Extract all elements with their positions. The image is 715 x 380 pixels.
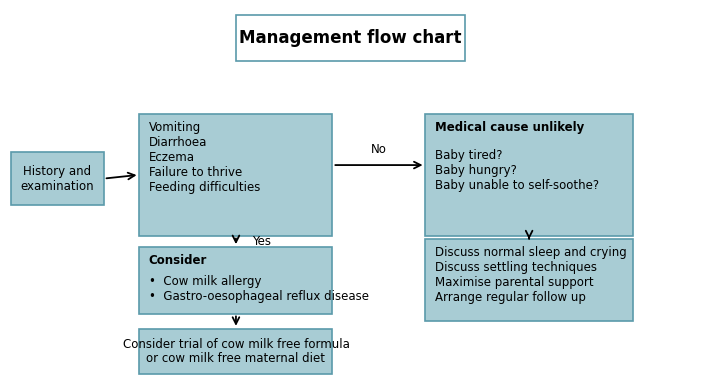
Text: Medical cause unlikely: Medical cause unlikely xyxy=(435,121,584,134)
Text: Consider trial of cow milk free formula
or cow milk free maternal diet: Consider trial of cow milk free formula … xyxy=(122,337,350,366)
Text: Baby tired?
Baby hungry?
Baby unable to self-soothe?: Baby tired? Baby hungry? Baby unable to … xyxy=(435,149,599,192)
Text: •  Cow milk allergy
•  Gastro-oesophageal reflux disease: • Cow milk allergy • Gastro-oesophageal … xyxy=(149,275,369,303)
FancyBboxPatch shape xyxy=(11,152,104,205)
FancyBboxPatch shape xyxy=(139,114,332,236)
Text: No: No xyxy=(371,142,387,155)
FancyBboxPatch shape xyxy=(425,239,633,321)
Text: Yes: Yes xyxy=(252,235,271,248)
Text: History and
examination: History and examination xyxy=(21,165,94,193)
Text: Consider: Consider xyxy=(149,254,207,267)
Text: Discuss normal sleep and crying
Discuss settling techniques
Maximise parental su: Discuss normal sleep and crying Discuss … xyxy=(435,246,626,304)
FancyBboxPatch shape xyxy=(139,329,332,374)
Text: Management flow chart: Management flow chart xyxy=(239,29,462,47)
Text: Vomiting
Diarrhoea
Eczema
Failure to thrive
Feeding difficulties: Vomiting Diarrhoea Eczema Failure to thr… xyxy=(149,121,260,194)
FancyBboxPatch shape xyxy=(425,114,633,236)
FancyBboxPatch shape xyxy=(236,15,465,61)
FancyBboxPatch shape xyxy=(139,247,332,314)
